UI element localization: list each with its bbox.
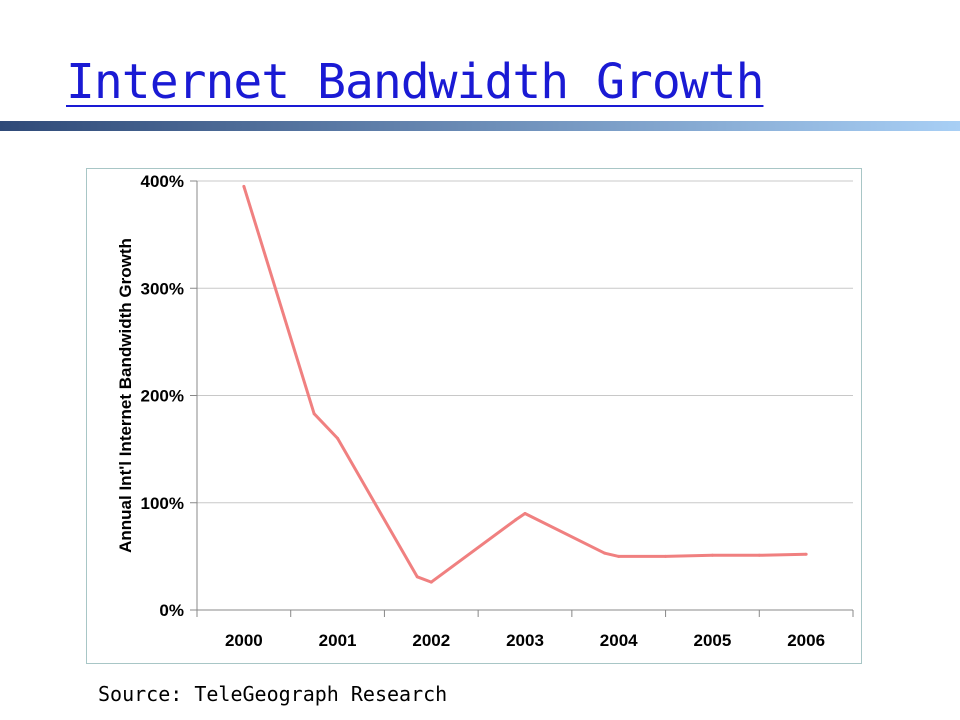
y-tick-label: 200% (141, 387, 184, 406)
source-note: Source: TeleGeograph Research (98, 682, 448, 706)
x-tick-label: 2002 (412, 631, 450, 650)
y-tick-label: 300% (141, 279, 184, 298)
slide-title: Internet Bandwidth Growth (66, 54, 764, 110)
y-axis-label: Annual Int'l Internet Bandwidth Growth (116, 238, 135, 553)
title-rule (0, 121, 960, 131)
data-point (710, 553, 714, 557)
data-point (804, 552, 808, 556)
x-tick-label: 2000 (225, 631, 263, 650)
data-point (514, 518, 518, 522)
x-tick-label: 2006 (787, 631, 825, 650)
x-tick-label: 2003 (506, 631, 544, 650)
data-point (603, 551, 607, 555)
data-point (336, 436, 340, 440)
x-tick-label: 2001 (319, 631, 357, 650)
data-point (523, 511, 527, 515)
x-tick-label: 2004 (600, 631, 638, 650)
axes (190, 180, 854, 617)
series-layer (242, 184, 808, 584)
y-tick-labels: 0% 100% 200% 300% 400% (141, 172, 184, 620)
grid-lines (197, 180, 853, 504)
chart-frame: 0% 100% 200% 300% 400% 2000 2001 2002 2003 2004 2… (86, 168, 862, 664)
data-point (429, 580, 433, 584)
x-tick-label: 2005 (694, 631, 732, 650)
data-point (312, 412, 316, 416)
y-tick-label: 100% (141, 494, 184, 513)
data-point (242, 184, 246, 188)
data-point (415, 575, 419, 579)
data-point (617, 554, 621, 558)
series-line (242, 185, 807, 584)
line-chart: 0%100%200%300%400% 2000 2001 2002 2003 2004 2… (116, 172, 854, 650)
x-tick-labels: 2000 2001 2002 2003 2004 2005 2006 (225, 631, 825, 650)
data-point (664, 554, 668, 558)
y-tick-label: 0% (159, 601, 184, 620)
data-point (757, 553, 761, 557)
y-tick-label: 400% (141, 172, 184, 191)
